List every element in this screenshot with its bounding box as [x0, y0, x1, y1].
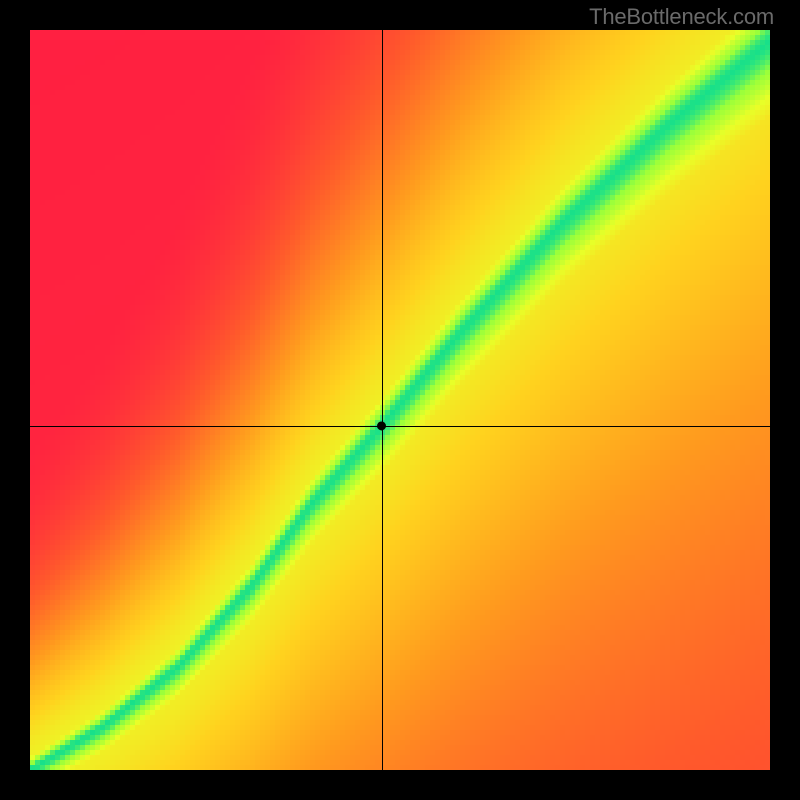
heatmap-container [30, 30, 770, 770]
watermark-text: TheBottleneck.com [589, 4, 774, 30]
heatmap-overlay [30, 30, 770, 770]
